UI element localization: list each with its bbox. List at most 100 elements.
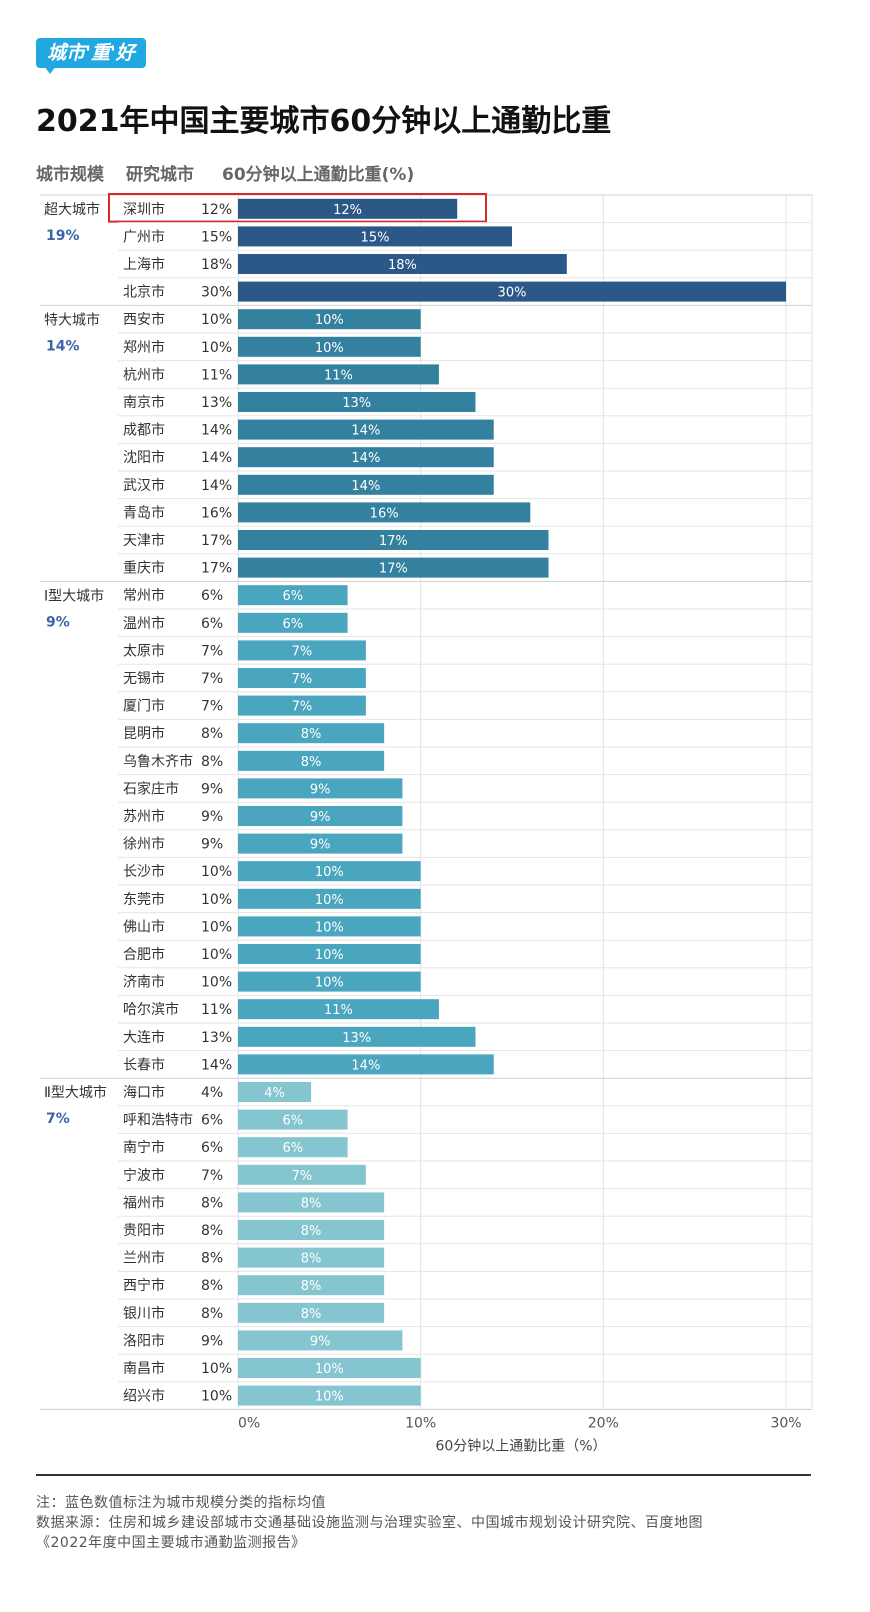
highlight-box xyxy=(108,193,487,223)
city-label: 长春市 xyxy=(123,1056,165,1073)
bar xyxy=(238,806,403,826)
bar xyxy=(238,1275,385,1296)
bar xyxy=(238,1026,476,1047)
city-label: 贵阳市 xyxy=(123,1222,165,1239)
bar-data-label: 4% xyxy=(264,1086,285,1101)
bar xyxy=(238,861,421,882)
bar-data-label: 8% xyxy=(301,1196,322,1211)
bar xyxy=(238,198,458,219)
city-label: 合肥市 xyxy=(123,946,165,963)
bar-data-label: 8% xyxy=(301,727,322,742)
value-label: 16% xyxy=(201,505,232,521)
bar xyxy=(238,336,421,357)
value-label: 14% xyxy=(201,1057,232,1073)
bar xyxy=(238,1082,312,1102)
value-label: 10% xyxy=(201,340,232,356)
bar xyxy=(238,778,403,799)
value-label: 17% xyxy=(201,561,232,577)
value-label: 6% xyxy=(201,588,223,604)
bar xyxy=(238,944,421,964)
bar xyxy=(238,392,476,412)
brand-logo: 城市'重'好 xyxy=(36,38,146,74)
city-label: 温州市 xyxy=(123,615,165,632)
city-label: 苏州市 xyxy=(123,808,165,825)
value-label: 6% xyxy=(201,1140,223,1156)
bar-data-label: 9% xyxy=(310,1334,331,1349)
bar-data-label: 13% xyxy=(342,1031,371,1046)
city-label: 石家庄市 xyxy=(123,780,179,797)
value-label: 10% xyxy=(201,1389,232,1405)
value-label: 7% xyxy=(201,643,223,659)
value-label: 15% xyxy=(201,229,232,245)
bar-data-label: 10% xyxy=(315,920,344,935)
bar xyxy=(238,1330,403,1351)
bar xyxy=(238,585,348,606)
header-city-scale: 城市规模 xyxy=(36,165,104,185)
city-label: 昆明市 xyxy=(123,725,165,742)
city-label: 青岛市 xyxy=(123,504,165,521)
bar-data-label: 17% xyxy=(379,534,408,549)
bar-data-label: 14% xyxy=(351,479,380,494)
footer-divider xyxy=(36,1474,811,1476)
bar xyxy=(238,502,531,523)
city-label: 长沙市 xyxy=(123,863,165,880)
report-title: 《2022年度中国主要城市通勤监测报告》 xyxy=(36,1535,306,1551)
value-label: 7% xyxy=(201,1168,223,1184)
bar-data-label: 17% xyxy=(379,562,408,577)
value-label: 6% xyxy=(201,1113,223,1129)
bar xyxy=(238,226,512,247)
bar xyxy=(238,888,421,909)
value-label: 11% xyxy=(201,367,232,383)
bar xyxy=(238,723,385,744)
bar xyxy=(238,695,366,716)
value-label: 9% xyxy=(201,781,223,797)
header-research-city: 研究城市 xyxy=(126,165,194,185)
group-label: Ⅱ型大城市 xyxy=(44,1084,107,1101)
city-label: 南京市 xyxy=(123,394,165,411)
value-label: 7% xyxy=(201,671,223,687)
bar xyxy=(238,612,348,633)
city-label: 上海市 xyxy=(123,256,165,273)
value-label: 11% xyxy=(201,1002,232,1018)
bar-data-label: 9% xyxy=(310,838,331,853)
group-label: 特大城市 xyxy=(44,311,100,328)
value-label: 8% xyxy=(201,754,223,770)
bar xyxy=(238,971,421,992)
city-label: 呼和浩特市 xyxy=(123,1112,193,1129)
x-tick-label: 10% xyxy=(405,1415,436,1431)
city-label: 无锡市 xyxy=(123,670,165,687)
brand-logo-text: 城市'重'好 xyxy=(47,42,135,64)
group-average: 7% xyxy=(46,1111,70,1127)
bar-data-label: 8% xyxy=(301,1279,322,1294)
bar xyxy=(238,447,494,468)
value-label: 10% xyxy=(201,892,232,908)
bar xyxy=(238,1247,385,1268)
bar-data-label: 11% xyxy=(324,1003,353,1018)
city-label: 天津市 xyxy=(123,532,165,549)
bar-data-label: 30% xyxy=(498,286,527,301)
value-label: 8% xyxy=(201,1278,223,1294)
value-label: 14% xyxy=(201,478,232,494)
city-label: 厦门市 xyxy=(123,698,165,715)
value-label: 9% xyxy=(201,837,223,853)
bar-data-label: 14% xyxy=(351,1058,380,1073)
value-label: 10% xyxy=(201,864,232,880)
bar xyxy=(238,309,421,330)
city-label: 武汉市 xyxy=(123,477,165,494)
value-label: 10% xyxy=(201,947,232,963)
bar-data-label: 18% xyxy=(388,258,417,273)
bar xyxy=(238,1109,348,1130)
footnote: 注：蓝色数值标注为城市规模分类的指标均值 xyxy=(36,1495,326,1511)
bar-data-label: 6% xyxy=(282,1141,303,1156)
bar xyxy=(238,364,439,385)
bar xyxy=(238,668,366,688)
city-label: 常州市 xyxy=(123,587,165,604)
bar-data-label: 14% xyxy=(351,451,380,466)
bar xyxy=(238,750,385,771)
bar xyxy=(238,833,403,854)
city-label: 南昌市 xyxy=(123,1360,165,1377)
city-label: 南宁市 xyxy=(123,1139,165,1156)
bar xyxy=(238,474,494,495)
value-label: 8% xyxy=(201,1195,223,1211)
city-label: 重庆市 xyxy=(123,560,165,577)
